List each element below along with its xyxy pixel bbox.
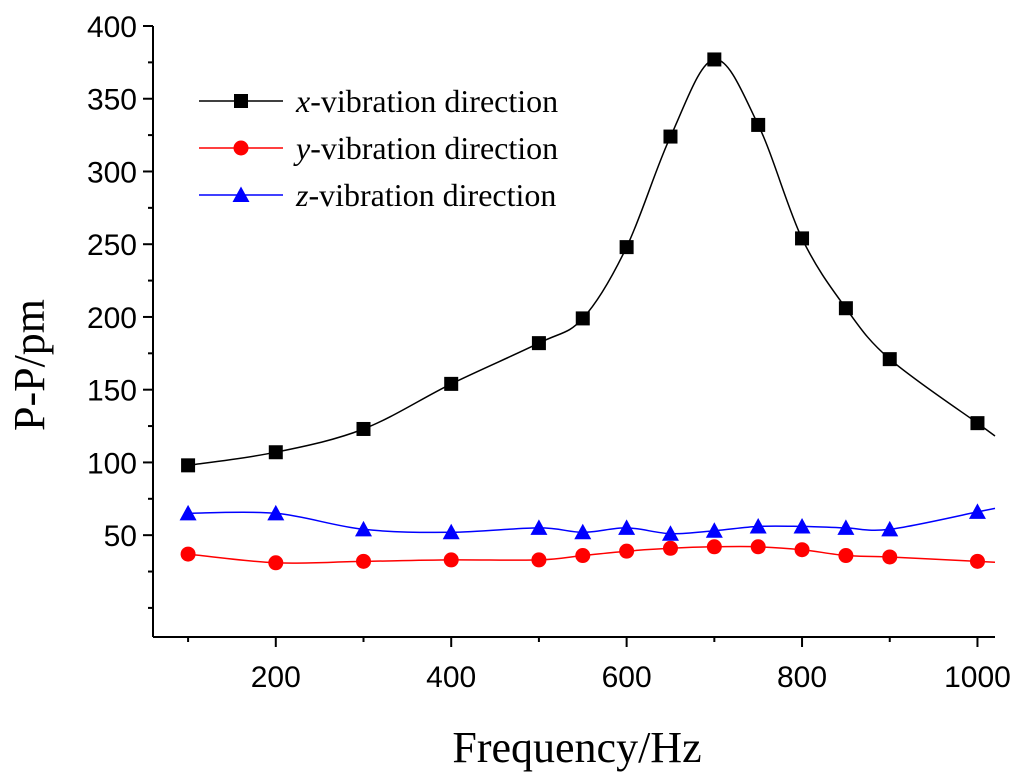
legend-marker-z [232, 186, 250, 202]
legend-item-y: y-vibration direction [199, 130, 558, 166]
y-tick-label-350: 350 [87, 84, 137, 117]
point-z-300 [355, 520, 372, 537]
y-tick-label-150: 150 [87, 375, 137, 408]
point-z-700 [705, 522, 723, 538]
point-z-550 [574, 523, 592, 540]
point-x-400 [444, 376, 459, 391]
point-y-850 [838, 548, 854, 564]
y-tick-label-250: 250 [87, 229, 137, 262]
point-x-600 [619, 240, 634, 255]
series-line-x [187, 58, 996, 467]
point-z-900 [881, 520, 899, 537]
series-layer [179, 52, 996, 571]
series-line-y [188, 545, 996, 564]
point-y-650 [662, 540, 678, 556]
point-x-650 [663, 129, 678, 144]
point-x-500 [531, 336, 546, 351]
series-x [181, 52, 996, 473]
legend-label-var-z: z [295, 177, 309, 213]
point-y-550 [575, 548, 591, 564]
point-z-100 [179, 504, 197, 521]
point-x-900 [882, 352, 897, 367]
legend-label-x: x-vibration direction [295, 83, 558, 119]
point-y-800 [794, 542, 810, 558]
point-x-200 [268, 445, 283, 460]
point-y-900 [882, 549, 898, 565]
legend-label-rest-x: -vibration direction [310, 83, 558, 119]
point-x-550 [575, 311, 590, 326]
point-x-300 [356, 421, 371, 436]
legend-marker-y [233, 140, 249, 156]
point-y-600 [619, 543, 635, 559]
x-tick-label-400: 400 [426, 661, 476, 694]
legend-label-rest-y: -vibration direction [310, 130, 558, 166]
point-z-1000 [968, 503, 986, 519]
legend-label-var-x: x [295, 83, 310, 119]
y-tick-label-100: 100 [87, 447, 137, 480]
x-tick-label-800: 800 [777, 661, 827, 694]
point-x-1000 [970, 416, 985, 431]
point-y-100 [180, 546, 196, 562]
point-z-200 [267, 504, 285, 521]
legend-item-x: x-vibration direction [199, 83, 558, 119]
point-y-400 [443, 552, 459, 568]
y-tick-label-200: 200 [87, 302, 137, 335]
point-x-100 [181, 458, 196, 473]
point-z-850 [837, 519, 855, 535]
point-y-500 [531, 552, 547, 568]
legend-label-rest-z: -vibration direction [308, 177, 556, 213]
point-x-700 [707, 52, 722, 67]
point-y-200 [268, 555, 284, 571]
legend-label-var-y: y [293, 130, 311, 166]
point-y-300 [356, 553, 371, 569]
point-x-850 [838, 301, 853, 316]
series-y [180, 539, 996, 571]
series-z [179, 503, 996, 541]
y-axis-title: P-P/pm [5, 299, 54, 431]
legend-item-z: z-vibration direction [199, 177, 556, 213]
point-x-750 [751, 117, 766, 132]
point-z-800 [793, 517, 811, 534]
x-tick-label-200: 200 [251, 661, 301, 694]
series-line-z [188, 507, 996, 535]
y-tick-label-50: 50 [104, 520, 137, 553]
legend-label-y: y-vibration direction [293, 130, 558, 166]
y-tick-label-400: 400 [87, 11, 137, 44]
point-z-500 [530, 519, 548, 535]
point-y-750 [750, 539, 766, 555]
point-z-750 [749, 517, 767, 534]
legend-marker-x [234, 94, 248, 108]
x-axis-title: Frequency/Hz [452, 723, 701, 772]
point-z-400 [442, 523, 460, 540]
x-tick-label-1000: 1000 [944, 661, 1011, 694]
legend-label-z: z-vibration direction [295, 177, 556, 213]
y-tick-label-300: 300 [87, 156, 137, 189]
point-x-800 [795, 231, 810, 246]
point-z-600 [618, 519, 636, 535]
point-y-1000 [969, 553, 985, 569]
axes: 200 400 600 800 1000 50 100 150 200 250 300 350 400 [87, 11, 1011, 694]
x-tick-label-600: 600 [602, 661, 652, 694]
point-y-700 [706, 539, 722, 555]
point-z-650 [661, 525, 679, 541]
